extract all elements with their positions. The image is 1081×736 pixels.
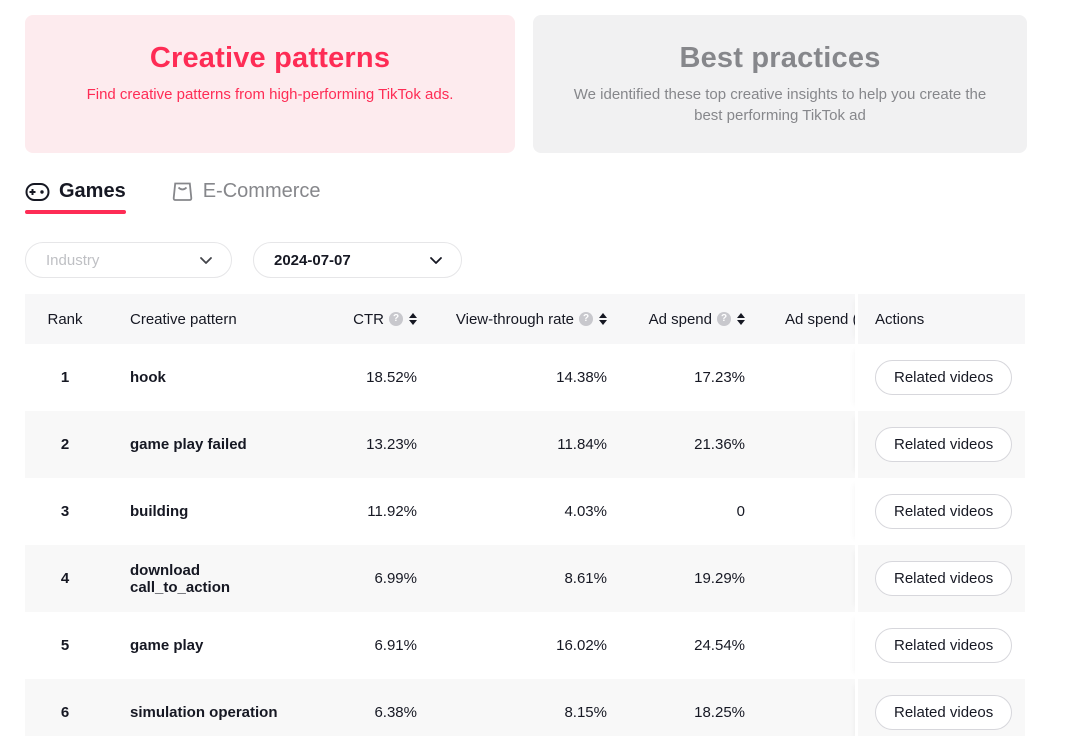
table-row: 4 download call_to_action 6.99% 8.61% 19… xyxy=(25,545,1025,612)
ad-spend-cell: 17.23% xyxy=(694,369,745,386)
rank-cell: 2 xyxy=(60,436,70,453)
rank-cell: 5 xyxy=(60,637,70,654)
col-header-actions: Actions xyxy=(855,294,1025,344)
table-row: 5 game play 6.91% 16.02% 24.54% Related … xyxy=(25,612,1025,679)
rank-cell: 4 xyxy=(60,570,70,587)
rank-cell: 1 xyxy=(60,369,70,386)
creative-pattern-cell: game play failed xyxy=(130,436,247,453)
view-through-rate-cell: 4.03% xyxy=(564,503,607,520)
view-through-rate-cell: 14.38% xyxy=(556,369,607,386)
ctr-cell: 18.52% xyxy=(366,369,417,386)
view-through-rate-cell: 16.02% xyxy=(556,637,607,654)
table-header: Rank Creative pattern CTR ? View-through… xyxy=(25,294,1025,344)
view-through-rate-cell: 8.61% xyxy=(564,570,607,587)
col-header-ctr: CTR ? xyxy=(295,311,425,328)
best-practices-title: Best practices xyxy=(679,42,881,74)
col-header-ad-spend-truncated: Ad spend ( xyxy=(785,310,855,328)
tab-games-label: Games xyxy=(59,180,126,202)
related-videos-button[interactable]: Related videos xyxy=(875,427,1013,462)
help-icon[interactable]: ? xyxy=(579,312,593,326)
category-tabs: Games E-Commerce xyxy=(0,153,1081,214)
chevron-down-icon xyxy=(429,256,443,265)
tab-ecommerce[interactable]: E-Commerce xyxy=(171,180,321,203)
actions-cell: Related videos xyxy=(855,411,1025,478)
date-select[interactable]: 2024-07-07 xyxy=(253,242,462,278)
col-header-creative-pattern: Creative pattern xyxy=(130,310,237,328)
col-header-view-through-rate: View-through rate ? xyxy=(425,311,615,328)
table-row: 2 game play failed 13.23% 11.84% 21.36% … xyxy=(25,411,1025,478)
ad-spend-cell: 21.36% xyxy=(694,436,745,453)
ad-spend-cell: 19.29% xyxy=(694,570,745,587)
sort-icon[interactable] xyxy=(737,313,745,325)
actions-cell: Related videos xyxy=(855,679,1025,736)
view-through-rate-cell: 11.84% xyxy=(557,436,607,453)
related-videos-button[interactable]: Related videos xyxy=(875,494,1013,529)
related-videos-button[interactable]: Related videos xyxy=(875,360,1013,395)
best-practices-subtitle: We identified these top creative insight… xyxy=(573,86,987,124)
active-tab-underline xyxy=(25,210,126,214)
creative-pattern-cell: download call_to_action xyxy=(130,561,231,596)
help-icon[interactable]: ? xyxy=(717,312,731,326)
ad-spend-cell: 0 xyxy=(736,503,745,520)
ctr-cell: 11.92% xyxy=(367,503,417,520)
tab-games[interactable]: Games xyxy=(25,180,126,214)
actions-cell: Related videos xyxy=(855,344,1025,411)
table-row: 1 hook 18.52% 14.38% 17.23% Related vide… xyxy=(25,344,1025,411)
table-body: 1 hook 18.52% 14.38% 17.23% Related vide… xyxy=(25,344,1025,736)
help-icon[interactable]: ? xyxy=(389,312,403,326)
table-row: 6 simulation operation 6.38% 8.15% 18.25… xyxy=(25,679,1025,736)
related-videos-button[interactable]: Related videos xyxy=(875,628,1013,663)
col-header-ad-spend-label: Ad spend xyxy=(648,310,712,328)
creative-pattern-cell: simulation operation xyxy=(130,704,278,721)
sort-icon[interactable] xyxy=(409,313,417,325)
sort-icon[interactable] xyxy=(599,313,607,325)
best-practices-card[interactable]: Best practices We identified these top c… xyxy=(533,15,1027,153)
creative-patterns-table: Rank Creative pattern CTR ? View-through… xyxy=(25,294,1025,736)
creative-pattern-cell: game play xyxy=(130,637,204,654)
mode-cards: Creative patterns Find creative patterns… xyxy=(0,0,1081,153)
creative-patterns-card[interactable]: Creative patterns Find creative patterns… xyxy=(25,15,515,153)
creative-pattern-cell: building xyxy=(130,503,189,520)
ad-spend-cell: 18.25% xyxy=(694,704,745,721)
col-header-ctr-label: CTR xyxy=(353,310,384,328)
date-select-value: 2024-07-07 xyxy=(274,251,351,269)
col-header-rank: Rank xyxy=(47,310,83,328)
ad-spend-cell: 24.54% xyxy=(694,637,745,654)
filters: Industry 2024-07-07 xyxy=(0,214,1081,278)
related-videos-button[interactable]: Related videos xyxy=(875,561,1013,596)
creative-pattern-cell: hook xyxy=(130,369,166,386)
table-row: 3 building 11.92% 4.03% 0 Related videos xyxy=(25,478,1025,545)
actions-cell: Related videos xyxy=(855,478,1025,545)
view-through-rate-cell: 8.15% xyxy=(564,704,607,721)
rank-cell: 3 xyxy=(60,503,70,520)
creative-patterns-title: Creative patterns xyxy=(149,42,391,74)
related-videos-button[interactable]: Related videos xyxy=(875,695,1013,730)
industry-select-placeholder: Industry xyxy=(46,251,100,269)
shopping-bag-icon xyxy=(171,181,194,202)
col-header-vtr-label: View-through rate xyxy=(455,310,574,328)
chevron-down-icon xyxy=(199,256,213,265)
industry-select[interactable]: Industry xyxy=(25,242,232,278)
ctr-cell: 6.99% xyxy=(374,570,417,587)
creative-patterns-subtitle: Find creative patterns from high-perform… xyxy=(86,86,454,103)
rank-cell: 6 xyxy=(60,704,70,721)
actions-cell: Related videos xyxy=(855,545,1025,612)
tab-ecommerce-label: E-Commerce xyxy=(202,180,321,202)
ctr-cell: 6.38% xyxy=(374,704,417,721)
col-header-ad-spend: Ad spend ? xyxy=(615,311,755,328)
actions-cell: Related videos xyxy=(855,612,1025,679)
ctr-cell: 6.91% xyxy=(374,637,417,654)
gamepad-icon xyxy=(25,181,50,203)
ctr-cell: 13.23% xyxy=(366,436,417,453)
